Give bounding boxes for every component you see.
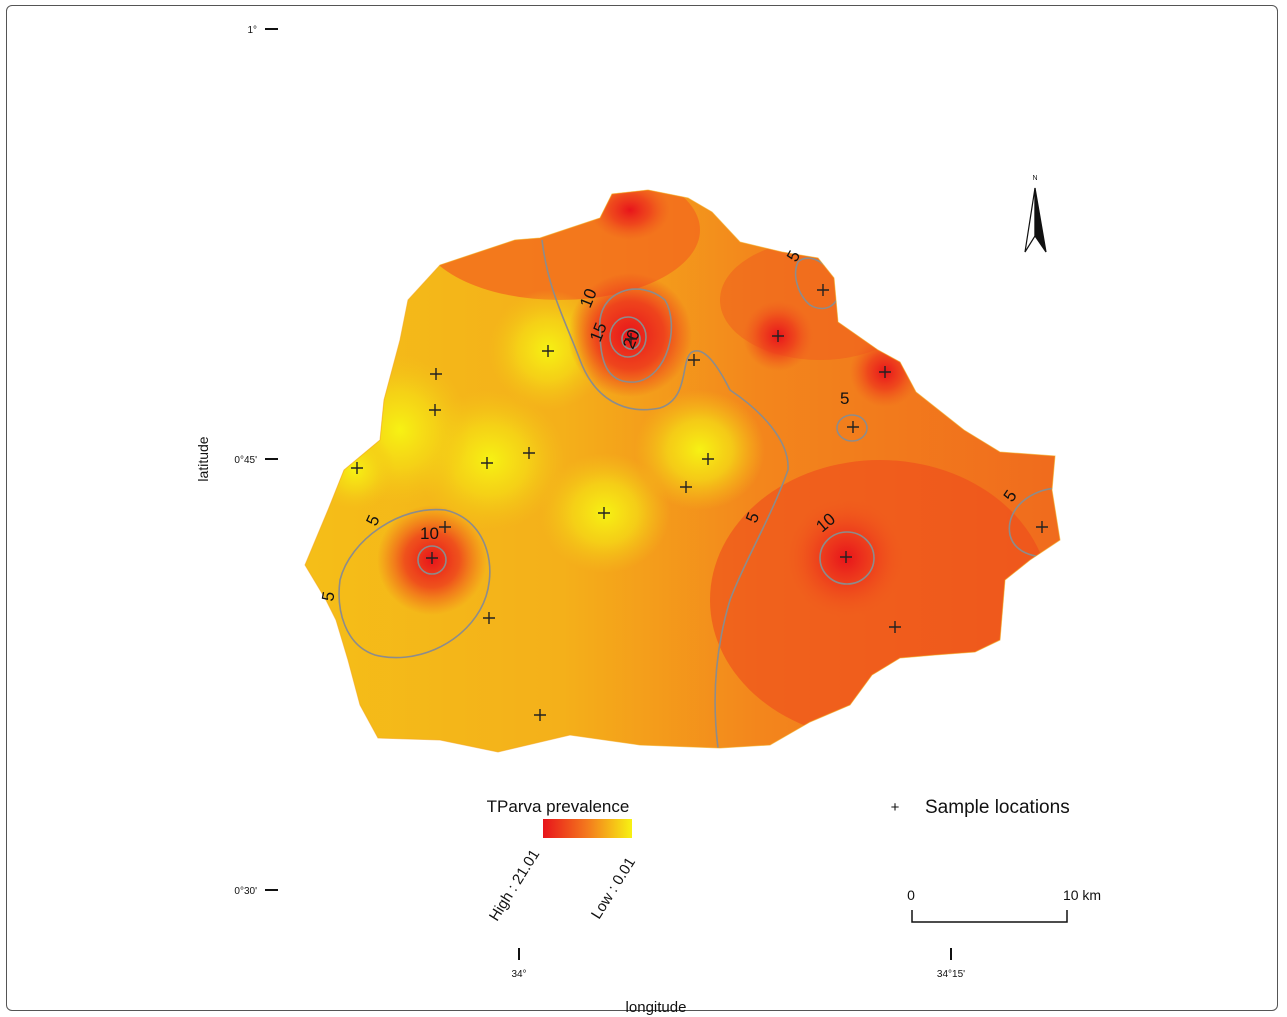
sample-marker bbox=[426, 552, 438, 564]
sample-marker bbox=[889, 621, 901, 633]
sample-marker bbox=[351, 462, 363, 474]
lat-tick-label: 0°45' bbox=[234, 455, 257, 466]
prevalence-surface bbox=[305, 190, 1060, 752]
sample-marker bbox=[429, 404, 441, 416]
surface-hotspot-north bbox=[568, 273, 692, 397]
sample-marker bbox=[598, 507, 610, 519]
sample-marker bbox=[439, 521, 451, 533]
surface-yellow-4 bbox=[635, 390, 765, 510]
latitude-axis: 1° 0°45' 0°30' latitude bbox=[195, 25, 278, 897]
legend-high-label: High : 21.01 bbox=[486, 847, 543, 925]
sample-marker bbox=[483, 612, 495, 624]
contour-5-divide bbox=[541, 239, 789, 749]
contour-5-west bbox=[338, 508, 491, 659]
longitude-axis-label: longitude bbox=[626, 999, 687, 1016]
contour-lines bbox=[338, 239, 1060, 749]
contour-15-north bbox=[609, 316, 647, 358]
lat-tick-label: 1° bbox=[247, 25, 257, 36]
lon-tick-label: 34°15' bbox=[937, 969, 965, 980]
sample-marker bbox=[817, 284, 829, 296]
sample-marker bbox=[680, 481, 692, 493]
legend-low-label: Low : 0.01 bbox=[588, 854, 639, 922]
map-frame bbox=[6, 5, 1278, 1011]
contour-10-east bbox=[819, 531, 875, 585]
scale-bar-line bbox=[911, 910, 1068, 923]
longitude-axis: 34° 34°15' longitude bbox=[511, 948, 965, 1016]
contour-label: 10 bbox=[420, 524, 439, 543]
legend-title: TParva prevalence bbox=[487, 797, 630, 816]
sample-marker bbox=[847, 421, 859, 433]
sample-marker bbox=[542, 345, 554, 357]
contour-20-north bbox=[621, 328, 641, 350]
lat-tick-label: 0°30' bbox=[234, 886, 257, 897]
legend-sample-label: Sample locations bbox=[925, 797, 1070, 818]
surface-yellow-6 bbox=[315, 430, 395, 510]
contour-label: 5 bbox=[840, 389, 849, 408]
contour-10-north bbox=[599, 288, 673, 383]
sample-marker bbox=[534, 709, 546, 721]
contour-5-northeast bbox=[794, 257, 840, 310]
sample-marker bbox=[702, 453, 714, 465]
sample-marker bbox=[1036, 521, 1048, 533]
sample-marker bbox=[430, 368, 442, 380]
contour-10-west bbox=[417, 545, 447, 575]
legend: TParva prevalence High : 21.01 Low : 0.0… bbox=[486, 797, 1070, 924]
north-label: N bbox=[1032, 175, 1037, 182]
legend-color-ramp bbox=[543, 819, 632, 838]
sample-marker bbox=[879, 366, 891, 378]
sample-markers bbox=[351, 284, 1048, 721]
sample-marker bbox=[772, 330, 784, 342]
latitude-axis-label: latitude bbox=[195, 436, 211, 481]
surface-hotspot-top bbox=[590, 190, 670, 240]
contour-5-small bbox=[836, 414, 868, 442]
north-arrow-icon: N bbox=[1024, 175, 1047, 253]
scale-start-label: 0 bbox=[907, 887, 915, 903]
sample-marker bbox=[688, 354, 700, 366]
sample-marker bbox=[481, 457, 493, 469]
contour-label: 5 bbox=[318, 590, 338, 603]
scale-bar: 0 10 km bbox=[907, 887, 1101, 923]
lon-tick-label: 34° bbox=[511, 969, 526, 980]
sample-marker bbox=[523, 447, 535, 459]
scale-end-label: 10 km bbox=[1063, 887, 1101, 903]
legend-sample-symbol: + bbox=[891, 799, 900, 816]
region-outline bbox=[304, 189, 1061, 753]
sample-marker bbox=[840, 551, 852, 563]
sample-marker bbox=[625, 333, 637, 345]
